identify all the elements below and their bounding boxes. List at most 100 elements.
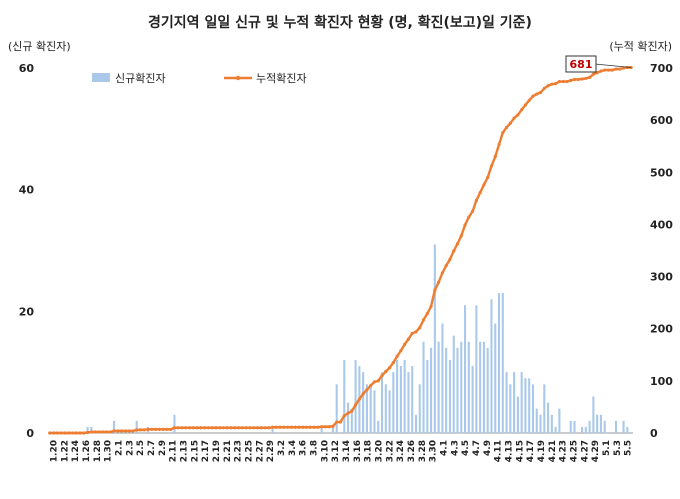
x-tick-label: 3.6 xyxy=(299,440,309,456)
bar xyxy=(90,426,93,433)
bar xyxy=(596,414,599,433)
bar xyxy=(418,384,421,433)
line-point xyxy=(176,426,180,430)
x-tick-label: 3.18 xyxy=(364,440,374,462)
line-point xyxy=(286,425,290,429)
line-point xyxy=(550,82,554,86)
bar xyxy=(516,396,519,433)
line-point xyxy=(440,271,445,275)
line-point xyxy=(135,428,139,432)
bar xyxy=(513,372,516,433)
line-point xyxy=(82,431,86,435)
bar xyxy=(331,426,334,433)
y-left-tick-label: 0 xyxy=(26,427,34,440)
bar xyxy=(86,426,89,433)
line-point xyxy=(535,92,539,96)
x-tick-label: 5.1 xyxy=(602,440,612,456)
bar xyxy=(433,244,436,433)
line-point xyxy=(599,69,603,73)
line-point xyxy=(527,98,531,102)
bar xyxy=(426,360,429,433)
annotation-label: 681 xyxy=(570,58,593,71)
line-point xyxy=(214,426,218,430)
x-tick-label: 2.1 xyxy=(114,440,124,456)
line-point xyxy=(138,428,143,432)
line-point xyxy=(312,425,316,429)
bar xyxy=(464,305,467,433)
line-point xyxy=(531,94,535,98)
legend-swatch-bar xyxy=(92,73,110,82)
line-point xyxy=(603,68,607,72)
line-point xyxy=(508,121,512,125)
line-point xyxy=(572,77,577,82)
bar xyxy=(509,384,512,433)
x-tick-label: 2.19 xyxy=(212,440,222,462)
line-point xyxy=(380,374,384,378)
bar xyxy=(520,372,523,433)
line-point xyxy=(199,426,203,430)
bar xyxy=(354,360,357,433)
x-tick-label: 3.14 xyxy=(342,440,352,462)
bar xyxy=(531,384,535,433)
line-point xyxy=(610,68,614,72)
line-point xyxy=(395,354,399,358)
line-point xyxy=(157,427,161,431)
line-point xyxy=(289,425,294,429)
x-tick-label: 4.9 xyxy=(483,440,493,456)
bar xyxy=(603,420,606,433)
bar xyxy=(456,347,459,433)
bar xyxy=(588,420,591,433)
line-layer xyxy=(48,65,633,435)
bar xyxy=(388,390,391,433)
bar xyxy=(569,420,572,433)
line-point xyxy=(391,361,395,365)
line-point xyxy=(591,72,595,76)
line-point xyxy=(554,82,558,86)
x-tick-label: 3.26 xyxy=(407,440,417,462)
line-point xyxy=(184,426,188,430)
line-point xyxy=(418,326,422,330)
bar xyxy=(497,293,501,433)
line-point xyxy=(127,429,131,433)
line-point xyxy=(255,426,260,430)
y-right-tick-label: 600 xyxy=(650,114,673,127)
bar xyxy=(135,420,138,433)
line-point xyxy=(244,426,248,430)
bar xyxy=(614,420,618,433)
line-point xyxy=(70,431,75,435)
bar xyxy=(482,341,485,433)
bar xyxy=(414,414,418,433)
line-point xyxy=(240,426,244,430)
line-point xyxy=(497,143,501,147)
line-point xyxy=(252,426,256,430)
x-tick-label: 3.20 xyxy=(374,440,384,462)
line-point xyxy=(576,77,580,82)
annotation-box xyxy=(565,55,597,73)
line-point xyxy=(546,84,550,88)
y-right-axis-label: (누적 확진자) xyxy=(609,40,672,53)
line-point xyxy=(172,426,177,430)
line-point xyxy=(112,429,116,433)
line-point xyxy=(361,392,365,396)
line-point xyxy=(52,431,56,435)
line-point xyxy=(274,425,278,429)
x-tick-label: 4.11 xyxy=(494,440,504,462)
bar xyxy=(347,402,350,433)
bar xyxy=(524,378,527,433)
line-point xyxy=(116,429,120,433)
x-tick-label: 4.1 xyxy=(439,440,449,456)
line-point xyxy=(350,409,354,413)
line-point xyxy=(614,67,618,71)
x-tick-label: 4.19 xyxy=(537,440,547,462)
bar xyxy=(335,384,338,433)
bar xyxy=(362,372,365,433)
y-right-tick-label: 300 xyxy=(650,271,673,284)
legend-swatch-marker xyxy=(235,75,241,81)
x-tick-label: 2.17 xyxy=(201,440,211,462)
line-point xyxy=(467,215,471,219)
x-tick-label: 2.15 xyxy=(190,440,200,462)
line-point xyxy=(410,331,414,336)
line-point xyxy=(470,209,475,213)
y-right-tick-label: 700 xyxy=(650,62,673,75)
line-point xyxy=(221,426,226,430)
